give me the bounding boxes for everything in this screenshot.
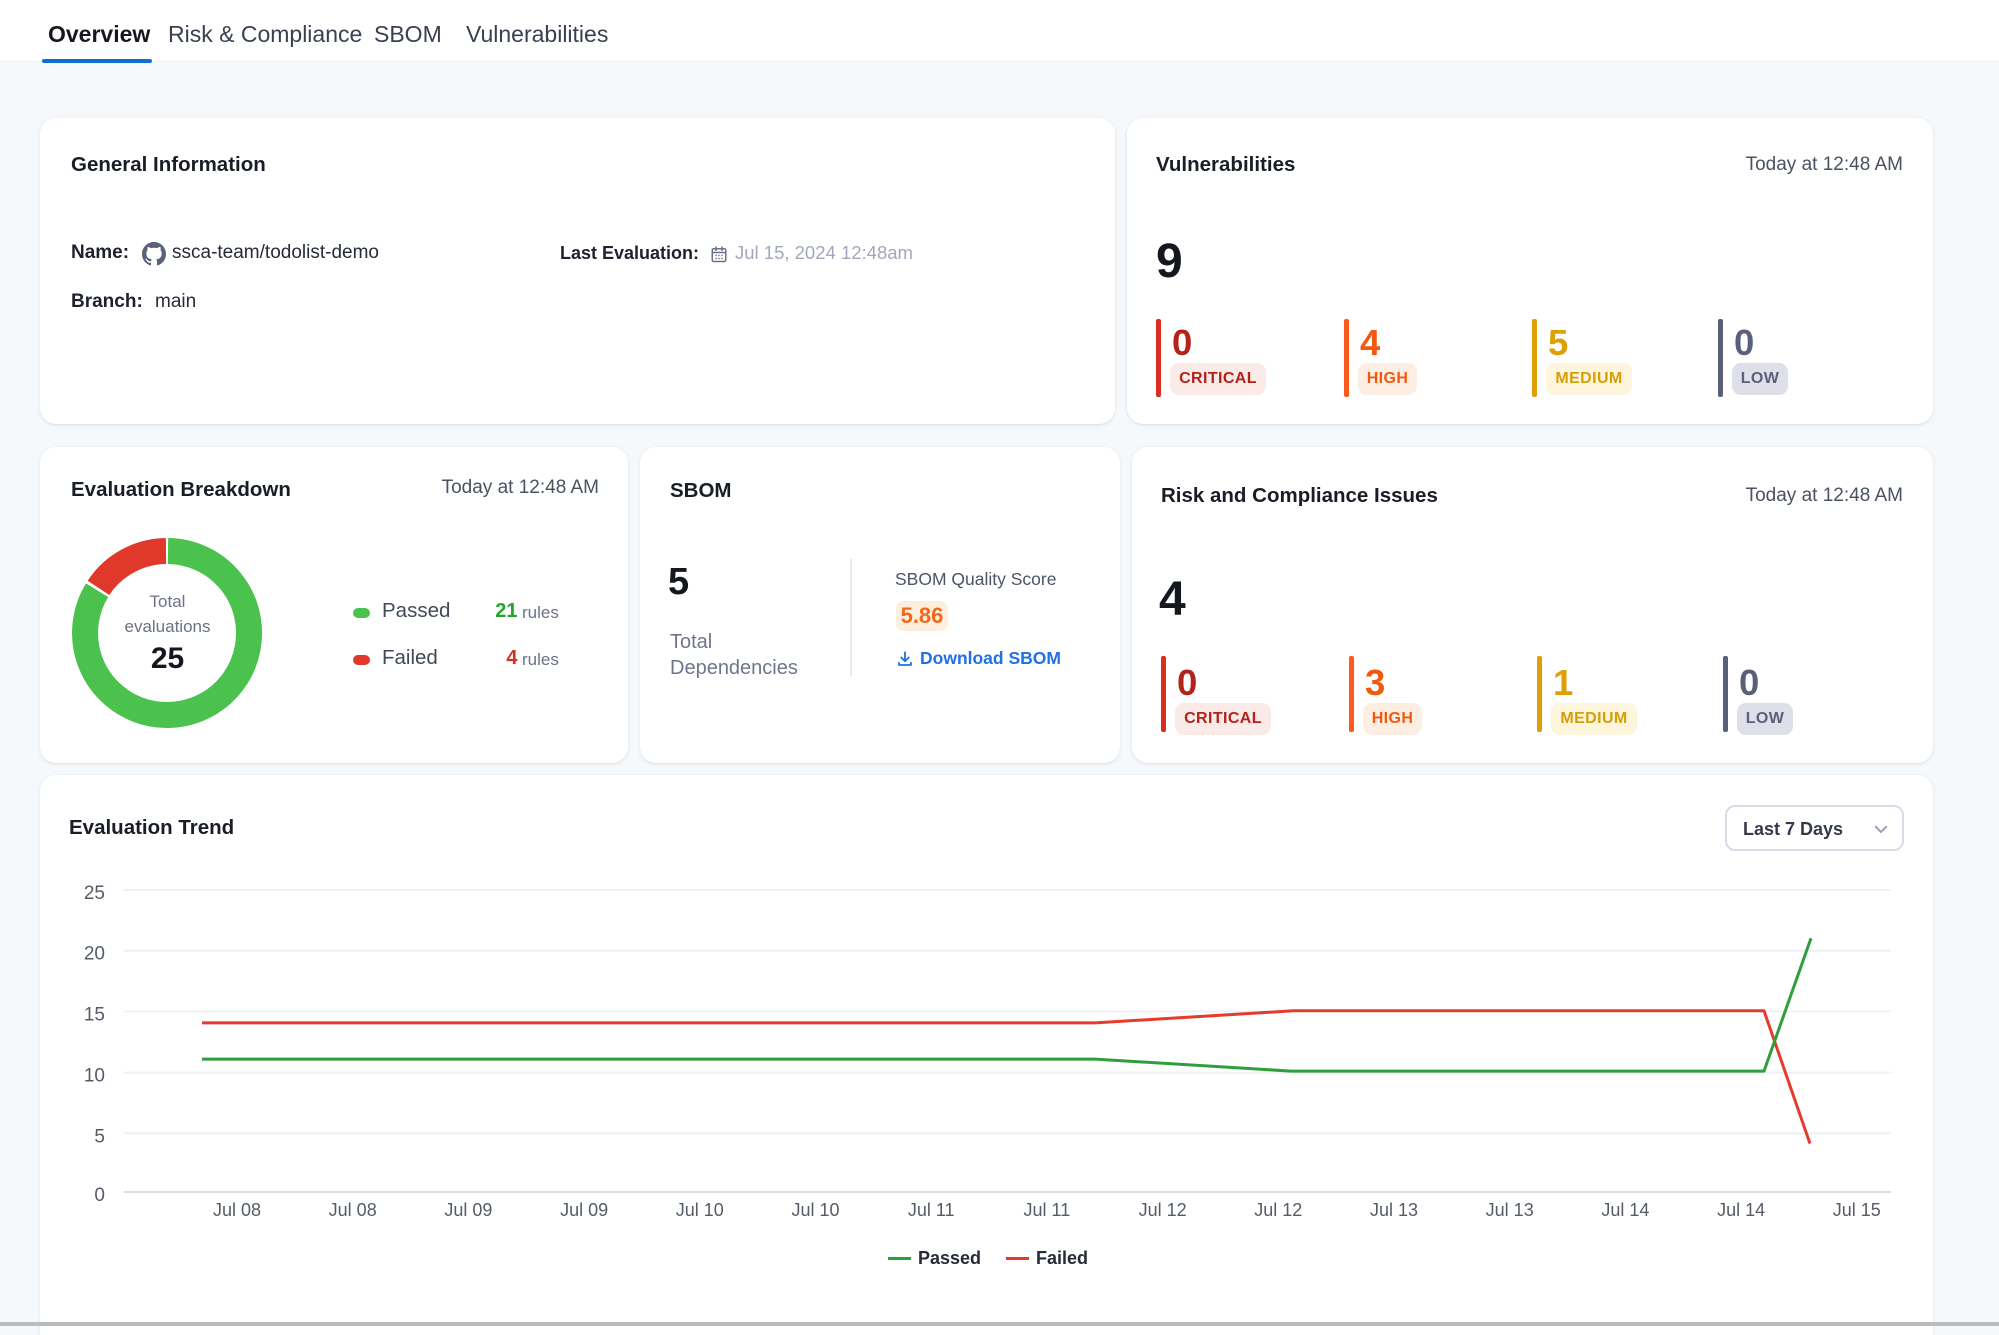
svg-text:Jul 08: Jul 08 <box>213 1200 261 1220</box>
svg-text:0: 0 <box>94 1185 105 1206</box>
svg-text:Jul 09: Jul 09 <box>560 1200 608 1220</box>
svg-text:20: 20 <box>84 944 105 965</box>
svg-text:Jul 10: Jul 10 <box>676 1200 724 1220</box>
svg-text:Jul 12: Jul 12 <box>1139 1200 1187 1220</box>
svg-text:Jul 11: Jul 11 <box>908 1200 955 1220</box>
svg-text:Jul 09: Jul 09 <box>444 1200 492 1220</box>
svg-text:Jul 13: Jul 13 <box>1486 1200 1534 1220</box>
svg-text:Jul 10: Jul 10 <box>791 1200 839 1220</box>
svg-text:5: 5 <box>94 1126 105 1147</box>
svg-text:Jul 14: Jul 14 <box>1717 1200 1765 1220</box>
svg-text:10: 10 <box>84 1066 105 1087</box>
svg-text:Jul 11: Jul 11 <box>1024 1200 1071 1220</box>
svg-text:Jul 15: Jul 15 <box>1833 1200 1881 1220</box>
svg-text:Jul 14: Jul 14 <box>1601 1200 1649 1220</box>
svg-text:25: 25 <box>84 883 105 904</box>
svg-text:Jul 08: Jul 08 <box>329 1200 377 1220</box>
svg-text:Jul 13: Jul 13 <box>1370 1200 1418 1220</box>
svg-text:15: 15 <box>84 1005 105 1026</box>
svg-text:Jul 12: Jul 12 <box>1254 1200 1302 1220</box>
